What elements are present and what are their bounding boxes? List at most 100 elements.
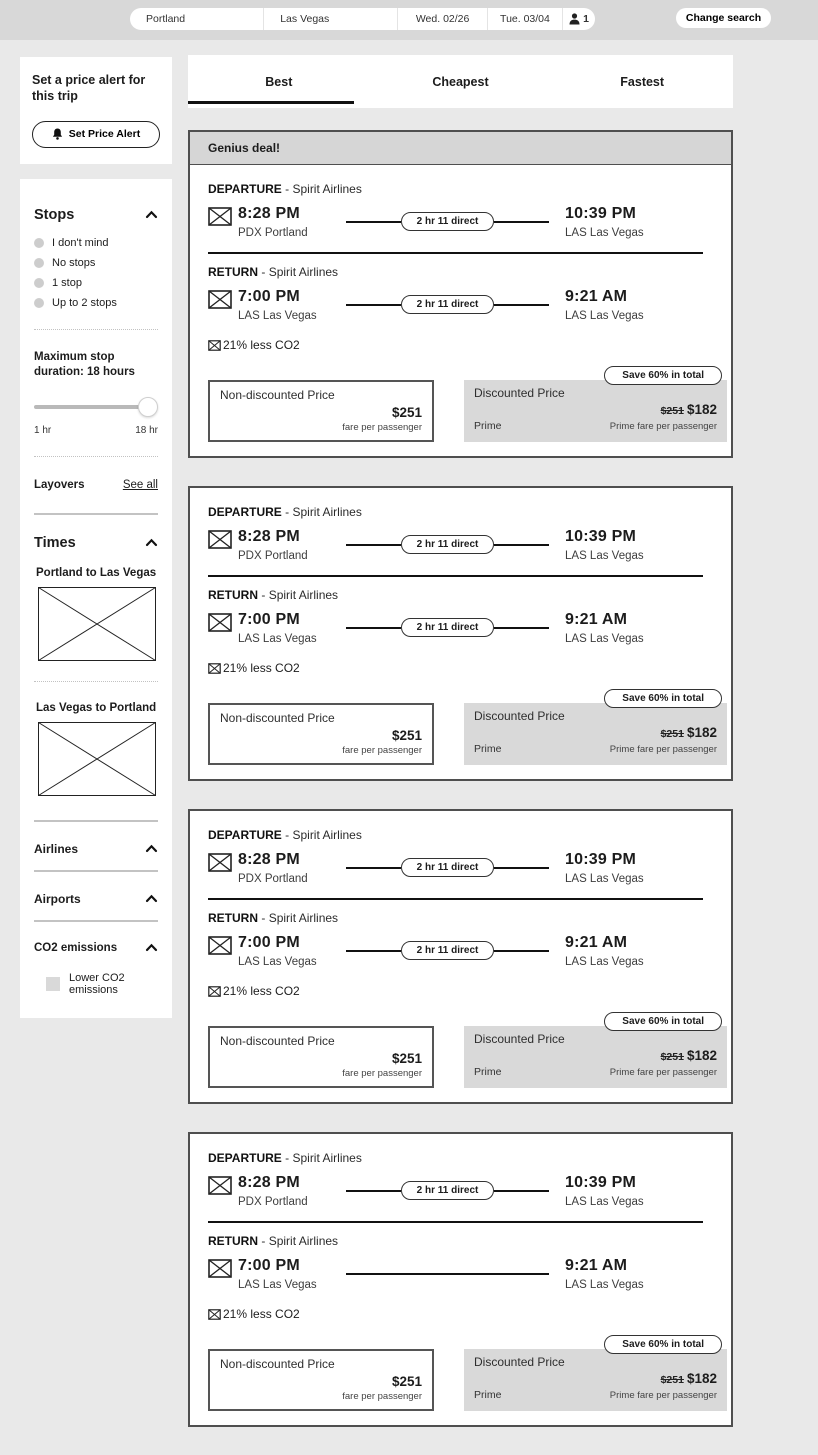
layovers-label: Layovers bbox=[34, 478, 85, 491]
co2-section-header[interactable]: CO2 emissions bbox=[34, 922, 158, 968]
airline-logo-placeholder-icon bbox=[208, 207, 232, 226]
change-search-button[interactable]: Change search bbox=[676, 8, 771, 28]
divider bbox=[34, 455, 158, 457]
arrival-time: 10:39 PM bbox=[565, 1174, 636, 1191]
chevron-up-icon[interactable] bbox=[145, 210, 158, 219]
arrival-time: 10:39 PM bbox=[565, 851, 636, 868]
divider bbox=[34, 328, 158, 330]
save-badge: Save 60% in total bbox=[604, 1335, 722, 1354]
tab-cheapest[interactable]: Cheapest bbox=[432, 74, 489, 89]
origin-field[interactable]: Portland bbox=[130, 8, 265, 30]
depart-date-field[interactable]: Wed. 02/26 bbox=[398, 8, 488, 30]
return-leg: RETURN - Spirit Airlines 7:00 PM L bbox=[208, 577, 713, 645]
radio-icon[interactable] bbox=[34, 237, 44, 248]
lower-co2-checkbox-row[interactable]: Lower CO2 emissions bbox=[46, 972, 158, 996]
radio-icon[interactable] bbox=[34, 297, 44, 308]
departure-airport: PDX Portland bbox=[238, 550, 308, 562]
chevron-up-icon[interactable] bbox=[145, 943, 158, 952]
non-discounted-price-box[interactable]: Non-discounted Price $251 fare per passe… bbox=[208, 703, 434, 765]
person-icon bbox=[569, 13, 580, 25]
departure-airport: PDX Portland bbox=[238, 873, 308, 885]
slider-track[interactable] bbox=[34, 404, 156, 409]
top-search-bar: Portland Las Vegas Wed. 02/26 Tue. 03/04… bbox=[0, 0, 818, 40]
outbound-times-chart-placeholder-icon bbox=[38, 586, 156, 661]
flight-result-card[interactable]: Genius deal! DEPARTURE - Spirit Airlines bbox=[188, 130, 733, 458]
chevron-up-icon[interactable] bbox=[145, 894, 158, 903]
old-price: $251 bbox=[660, 1051, 684, 1063]
prime-brand-label: Prime bbox=[474, 743, 502, 755]
passengers-field[interactable]: 1 bbox=[563, 8, 595, 30]
arrival-airport: LAS Las Vegas bbox=[565, 550, 644, 562]
discounted-price-box[interactable]: Save 60% in total Discounted Price Prime… bbox=[464, 1012, 727, 1088]
non-discounted-price-value: $251 bbox=[391, 1374, 422, 1389]
new-price: $182 bbox=[686, 1048, 717, 1063]
departure-airline: Spirit Airlines bbox=[292, 828, 362, 842]
set-price-alert-button[interactable]: Set Price Alert bbox=[32, 120, 160, 148]
route-line: 2 hr 11 direct bbox=[346, 941, 550, 960]
non-discounted-price-value: $251 bbox=[391, 1051, 422, 1066]
departure-label: DEPARTURE bbox=[208, 828, 282, 842]
co2-note: 21% less CO2 bbox=[223, 661, 300, 675]
stops-option-nonstop[interactable]: No stops bbox=[34, 257, 158, 269]
stop-duration-slider[interactable] bbox=[34, 396, 158, 417]
pricing-row: Non-discounted Price $251 fare per passe… bbox=[208, 366, 727, 442]
departure-airport: LAS Las Vegas bbox=[238, 1279, 317, 1291]
non-discounted-price-box[interactable]: Non-discounted Price $251 fare per passe… bbox=[208, 380, 434, 442]
co2-placeholder-icon bbox=[208, 339, 221, 351]
divider bbox=[34, 680, 158, 682]
checkbox-icon[interactable] bbox=[46, 976, 60, 991]
genius-deal-banner: Genius deal! bbox=[190, 132, 731, 165]
non-discounted-price-label: Non-discounted Price bbox=[220, 711, 335, 725]
duration-pill: 2 hr 11 direct bbox=[400, 295, 495, 314]
stops-section-header[interactable]: Stops bbox=[34, 187, 158, 237]
lower-co2-label: Lower CO2 emissions bbox=[69, 971, 125, 996]
stops-option-any[interactable]: I don't mind bbox=[34, 237, 158, 249]
stops-option-label: Up to 2 stops bbox=[52, 296, 117, 309]
radio-icon[interactable] bbox=[34, 257, 44, 268]
new-price: $182 bbox=[686, 1371, 717, 1386]
non-discounted-price-sub: fare per passenger bbox=[342, 1068, 422, 1079]
return-airline: Spirit Airlines bbox=[268, 588, 339, 602]
departure-airport: LAS Las Vegas bbox=[238, 310, 317, 322]
departure-airport: PDX Portland bbox=[238, 1196, 308, 1208]
save-badge: Save 60% in total bbox=[604, 689, 722, 708]
return-date-field[interactable]: Tue. 03/04 bbox=[488, 8, 564, 30]
times-section-header[interactable]: Times bbox=[34, 515, 158, 565]
discounted-price-box[interactable]: Save 60% in total Discounted Price Prime… bbox=[464, 1335, 727, 1411]
stops-option-label: No stops bbox=[52, 256, 96, 269]
airlines-title: Airlines bbox=[34, 841, 79, 856]
discounted-price-sub: Prime fare per passenger bbox=[609, 1390, 717, 1401]
price-alert-title: Set a price alert for this trip bbox=[32, 73, 146, 104]
return-label: RETURN bbox=[208, 911, 258, 925]
tab-best[interactable]: Best bbox=[188, 55, 370, 108]
stops-option-one-stop[interactable]: 1 stop bbox=[34, 277, 158, 289]
non-discounted-price-box[interactable]: Non-discounted Price $251 fare per passe… bbox=[208, 1026, 434, 1088]
airports-section-header[interactable]: Airports bbox=[34, 872, 158, 920]
chevron-up-icon[interactable] bbox=[145, 844, 158, 853]
layovers-see-all-link[interactable]: See all bbox=[122, 478, 158, 491]
departure-leg: DEPARTURE - Spirit Airlines 8:28 PM bbox=[208, 171, 713, 239]
radio-icon[interactable] bbox=[34, 277, 44, 288]
destination-field[interactable]: Las Vegas bbox=[264, 8, 399, 30]
airlines-section-header[interactable]: Airlines bbox=[34, 822, 158, 870]
new-price: $182 bbox=[686, 402, 717, 417]
slider-handle[interactable] bbox=[138, 396, 158, 417]
discounted-price-sub: Prime fare per passenger bbox=[609, 744, 717, 755]
non-discounted-price-box[interactable]: Non-discounted Price $251 fare per passe… bbox=[208, 1349, 434, 1411]
return-label: RETURN bbox=[208, 265, 258, 279]
co2-note: 21% less CO2 bbox=[223, 984, 300, 998]
tab-fastest[interactable]: Fastest bbox=[620, 74, 665, 89]
leg-separator: - bbox=[261, 1234, 266, 1248]
discounted-price-box[interactable]: Save 60% in total Discounted Price Prime… bbox=[464, 689, 727, 765]
flight-result-card[interactable]: DEPARTURE - Spirit Airlines 8:28 PM bbox=[188, 809, 733, 1104]
flight-result-card[interactable]: DEPARTURE - Spirit Airlines 8:28 PM bbox=[188, 486, 733, 781]
chevron-up-icon[interactable] bbox=[145, 538, 158, 547]
discounted-price-box[interactable]: Save 60% in total Discounted Price Prime… bbox=[464, 366, 727, 442]
leg-separator: - bbox=[261, 588, 266, 602]
divider bbox=[34, 512, 158, 515]
discounted-price-label: Discounted Price bbox=[474, 1355, 565, 1369]
flight-result-card[interactable]: DEPARTURE - Spirit Airlines 8:28 PM bbox=[188, 1132, 733, 1427]
search-summary-bar[interactable]: Portland Las Vegas Wed. 02/26 Tue. 03/04… bbox=[130, 8, 595, 30]
co2-note-row: 21% less CO2 bbox=[208, 1307, 713, 1321]
stops-option-two-stops[interactable]: Up to 2 stops bbox=[34, 297, 158, 309]
